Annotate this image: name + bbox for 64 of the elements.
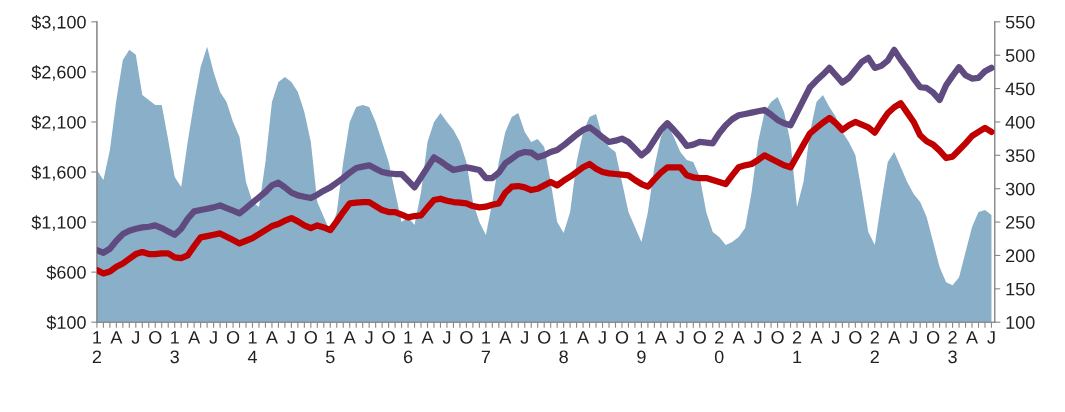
x-tick-label: A [577,331,590,344]
x-tick-label: J [753,331,762,344]
x-tick-label: O [926,330,940,344]
x-tick-label: J [520,331,528,344]
x-tick-label: J [676,331,684,344]
x-tick-label: O [693,330,706,344]
x-tick-label: 1 8 [559,331,568,364]
x-tick-label: A [966,331,979,344]
x-tick-label: A [421,331,434,344]
x-tick-label: A [499,331,512,344]
y2-tick-label: 250 [1006,216,1035,229]
x-tick-label: 1 5 [325,331,335,364]
x-tick-label: O [226,330,240,344]
x-tick-label: J [131,331,139,344]
x-tick-label: A [188,331,201,344]
x-tick-label: A [110,331,123,344]
y-tick-label: $100 [46,315,86,330]
x-tick-label: 2 0 [714,330,724,364]
x-tick-label: A [343,331,356,344]
y2-tick-label: 550 [1005,15,1035,29]
x-tick-label: A [265,331,278,344]
y-tick-label: $2,600 [31,65,86,81]
y2-tick-label: 150 [1006,282,1035,296]
x-tick-label: O [382,330,395,344]
x-tick-label: O [849,330,862,344]
y-tick-label: $2,100 [31,115,86,131]
x-tick-label: 1 3 [170,331,179,364]
x-tick-label: 2 1 [792,330,802,364]
x-tick-label: A [888,331,901,344]
y2-tick-label: 400 [1005,115,1035,129]
x-tick-label: 1 6 [403,331,413,364]
x-tick-label: 1 2 [92,331,102,364]
x-tick-label: J [209,331,217,344]
y2-tick-label: 300 [1005,182,1035,196]
y2-tick-label: 350 [1005,149,1035,163]
x-tick-label: 1 7 [481,331,490,364]
x-tick-label: O [460,330,473,344]
x-tick-label: J [287,331,295,344]
y-tick-label: $1,600 [31,165,86,181]
x-tick-label: O [615,330,629,344]
x-tick-label: O [771,330,784,344]
x-tick-label: 2 2 [870,330,879,364]
x-tick-label: J [909,331,917,344]
x-tick-label: 1 9 [637,331,646,364]
y-tick-label: $600 [46,265,86,280]
x-tick-label: O [149,330,162,344]
x-tick-label: J [987,331,995,344]
x-tick-label: O [538,330,551,344]
y2-tick-label: 500 [1005,49,1035,62]
y-tick-label: $1,100 [31,215,86,231]
x-tick-label: 2 3 [948,330,957,364]
x-tick-label: 1 4 [247,331,257,364]
x-tick-label: A [654,331,667,344]
x-tick-label: O [304,330,317,344]
x-tick-label: J [364,331,373,344]
y2-tick-label: 100 [1006,316,1035,329]
y2-tick-label: 200 [1006,249,1035,263]
y-tick-label: $3,100 [31,15,86,31]
x-tick-label: A [732,331,745,344]
y2-tick-label: 450 [1005,82,1035,96]
x-tick-label: J [442,331,451,344]
x-tick-label: J [598,331,606,344]
x-tick-label: J [831,331,840,344]
x-tick-label: A [810,331,823,344]
